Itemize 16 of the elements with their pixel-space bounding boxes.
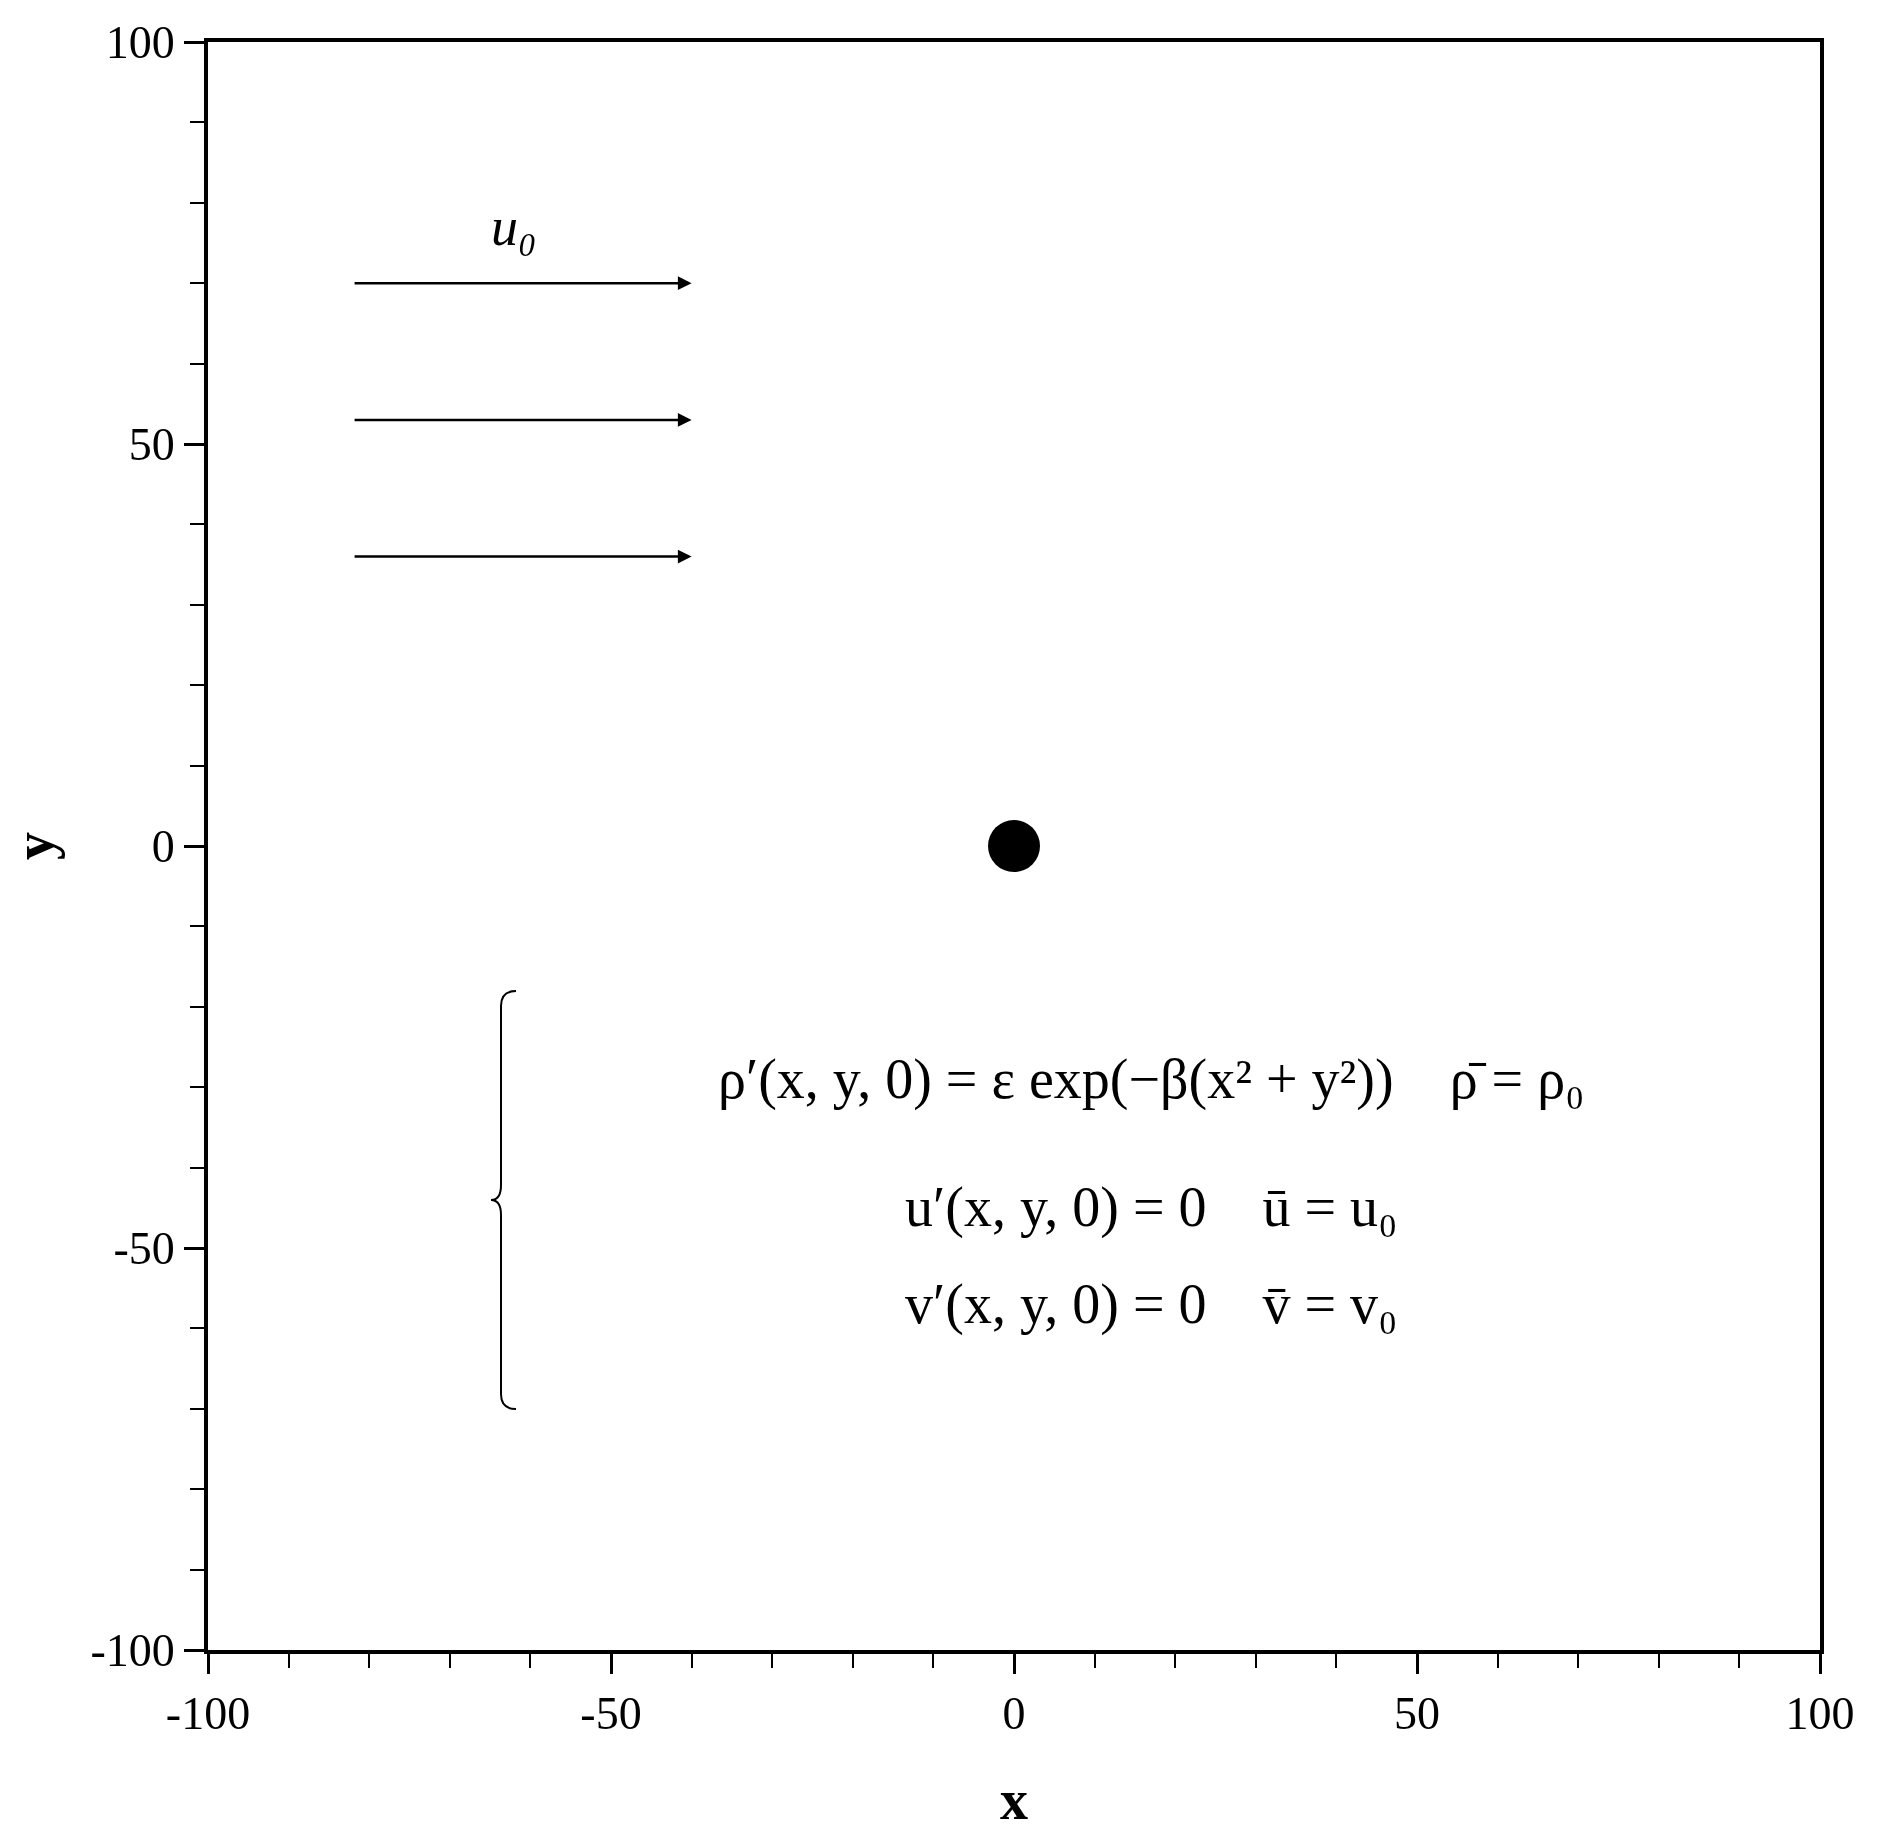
y-tick-label: -50	[113, 1223, 175, 1275]
x-tick-label: -100	[165, 1688, 251, 1740]
annotation: ρ′(x, y, 0) = ε exp(−β(x² + y²)) ρ̄ = ρ₀	[718, 1048, 1585, 1111]
x-axis-title: x	[1000, 1769, 1028, 1831]
x-tick-label: -50	[580, 1688, 642, 1740]
y-axis-title: y	[2, 832, 65, 860]
x-tick-label: 100	[1785, 1688, 1855, 1740]
y-tick-label: 100	[105, 17, 175, 69]
annotation: u₀	[491, 197, 537, 257]
annotation: v′(x, y, 0) = 0 v̄ = v₀	[905, 1273, 1398, 1336]
y-tick-label: -100	[90, 1625, 175, 1677]
y-tick-label: 0	[151, 821, 175, 873]
x-tick-label: 0	[1002, 1688, 1026, 1740]
annotation: u′(x, y, 0) = 0 ū = u₀	[905, 1176, 1398, 1239]
x-tick-label: 50	[1394, 1688, 1440, 1740]
y-tick-label: 50	[128, 419, 175, 471]
